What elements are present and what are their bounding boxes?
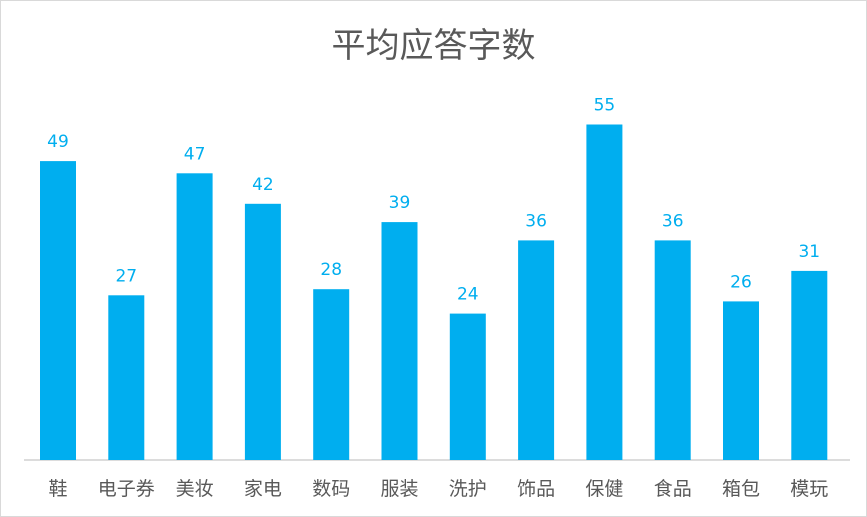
x-tick-label: 美妆 (176, 478, 214, 500)
data-label: 42 (252, 175, 274, 195)
x-tick-label: 服装 (380, 478, 418, 500)
data-label: 28 (320, 260, 342, 280)
bar (449, 313, 486, 460)
x-tick-label: 保健 (585, 478, 623, 500)
data-label: 55 (594, 96, 616, 116)
data-label: 24 (457, 285, 479, 305)
bar (654, 240, 691, 460)
data-label: 27 (115, 266, 137, 286)
x-tick-label: 数码 (312, 478, 350, 500)
bar (791, 270, 828, 460)
x-tick-label: 电子券 (98, 478, 155, 500)
data-label: 39 (389, 193, 411, 213)
chart-title: 平均应答字数 (331, 26, 536, 66)
bar (313, 289, 350, 460)
data-label: 47 (184, 144, 206, 164)
data-label: 36 (662, 211, 684, 231)
bar (518, 240, 555, 460)
bar (176, 173, 213, 461)
bar (108, 295, 145, 460)
x-tick-label: 洗护 (449, 478, 487, 500)
data-label: 31 (798, 242, 820, 262)
x-tick-label: 箱包 (722, 478, 760, 500)
x-tick-label: 鞋 (48, 478, 67, 500)
bar (586, 124, 623, 460)
x-tick-label: 饰品 (517, 478, 555, 500)
bar (381, 222, 418, 460)
x-tick-label: 模玩 (790, 478, 828, 500)
x-tick-label: 家电 (244, 478, 282, 500)
bar (244, 203, 281, 461)
x-tick-label: 食品 (654, 478, 692, 500)
data-label: 26 (730, 272, 752, 292)
data-label: 49 (47, 132, 69, 152)
bar (723, 301, 759, 460)
data-label: 36 (525, 211, 547, 231)
bar (40, 161, 76, 460)
